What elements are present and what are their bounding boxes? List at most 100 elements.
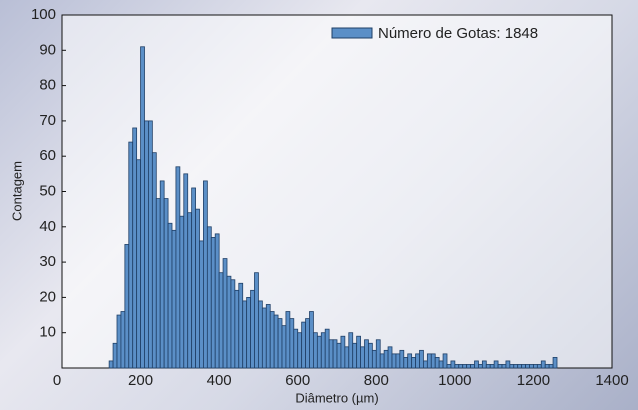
bar bbox=[230, 279, 236, 369]
bar bbox=[206, 226, 212, 369]
bar bbox=[108, 360, 114, 369]
bar bbox=[466, 364, 471, 369]
bar bbox=[360, 346, 365, 369]
bar bbox=[210, 236, 216, 369]
bar bbox=[509, 364, 515, 369]
bar bbox=[474, 360, 479, 369]
bar bbox=[261, 307, 267, 369]
bar bbox=[128, 141, 134, 369]
bar bbox=[442, 353, 448, 369]
bar bbox=[505, 360, 511, 369]
y-tick-label: 90 bbox=[39, 41, 56, 58]
bar bbox=[336, 342, 342, 369]
bar bbox=[521, 364, 526, 369]
bar bbox=[356, 335, 361, 369]
bar bbox=[481, 360, 487, 369]
bar bbox=[316, 335, 322, 369]
y-tick-label: 60 bbox=[39, 147, 56, 164]
bar bbox=[171, 229, 177, 369]
bar bbox=[203, 180, 208, 369]
y-axis-title: Contagem bbox=[9, 161, 24, 221]
bar bbox=[313, 332, 318, 369]
bar bbox=[273, 314, 279, 369]
x-axis-title: Diâmetro (µm) bbox=[295, 390, 378, 405]
bar bbox=[387, 346, 393, 369]
bar bbox=[167, 222, 173, 369]
bar bbox=[269, 311, 275, 369]
bar bbox=[281, 325, 287, 369]
bar bbox=[419, 349, 424, 369]
bar bbox=[513, 364, 519, 369]
bar bbox=[423, 360, 428, 369]
bar bbox=[265, 304, 271, 369]
bar bbox=[371, 349, 377, 369]
bar bbox=[242, 300, 248, 369]
bar bbox=[454, 364, 460, 369]
bar bbox=[159, 180, 165, 369]
bar bbox=[403, 357, 409, 369]
bar bbox=[238, 282, 244, 369]
bar bbox=[540, 360, 546, 369]
bar bbox=[175, 166, 181, 369]
bar bbox=[191, 187, 196, 369]
y-tick-label: 10 bbox=[39, 324, 56, 341]
bar bbox=[309, 311, 314, 369]
bar bbox=[395, 353, 401, 369]
bar bbox=[324, 328, 330, 369]
y-tick-label: 40 bbox=[39, 218, 56, 235]
bar bbox=[183, 173, 189, 369]
bar bbox=[368, 342, 373, 369]
bar bbox=[344, 346, 350, 369]
bar bbox=[552, 357, 558, 369]
bar bbox=[470, 364, 475, 369]
y-tick-label: 100 bbox=[31, 6, 56, 23]
bar bbox=[391, 353, 397, 369]
y-tick-label: 80 bbox=[39, 77, 56, 94]
bar bbox=[222, 258, 228, 369]
x-tick-label: 200 bbox=[128, 372, 153, 389]
y-tick-label: 70 bbox=[39, 112, 56, 129]
bar bbox=[450, 360, 456, 369]
bar bbox=[218, 272, 224, 369]
x-tick-label: 600 bbox=[285, 372, 310, 389]
bar bbox=[155, 198, 161, 369]
bar bbox=[430, 353, 436, 369]
bar bbox=[320, 332, 326, 369]
bar bbox=[411, 357, 416, 369]
bar bbox=[187, 212, 193, 369]
bar bbox=[458, 364, 464, 369]
bar bbox=[285, 311, 291, 369]
bar bbox=[116, 314, 122, 369]
bar bbox=[301, 321, 306, 369]
x-tick-label: 1200 bbox=[517, 372, 550, 389]
bar bbox=[132, 127, 138, 369]
bar bbox=[293, 328, 299, 369]
bar bbox=[246, 296, 251, 369]
bar bbox=[375, 339, 381, 369]
bar bbox=[148, 120, 153, 369]
bar bbox=[250, 289, 255, 369]
bar bbox=[438, 360, 444, 369]
bar bbox=[544, 364, 550, 369]
bar bbox=[305, 318, 310, 369]
bar bbox=[332, 339, 338, 369]
bar bbox=[478, 364, 483, 369]
bar bbox=[426, 353, 432, 369]
bar bbox=[214, 233, 220, 369]
bar bbox=[489, 364, 495, 369]
bar bbox=[340, 335, 346, 369]
bar bbox=[328, 339, 334, 369]
y-tick-label: 30 bbox=[39, 253, 56, 270]
bar bbox=[352, 342, 358, 369]
y-tick-label: 50 bbox=[39, 182, 56, 199]
bar bbox=[112, 342, 118, 369]
bar bbox=[501, 364, 507, 369]
bar bbox=[179, 215, 185, 369]
bar bbox=[254, 272, 259, 369]
y-tick-label: 20 bbox=[39, 288, 56, 305]
bar bbox=[493, 360, 499, 369]
legend-label: Número de Gotas: 1848 bbox=[378, 25, 538, 42]
x-tick-label: 0 bbox=[53, 372, 61, 389]
bar bbox=[226, 275, 232, 369]
